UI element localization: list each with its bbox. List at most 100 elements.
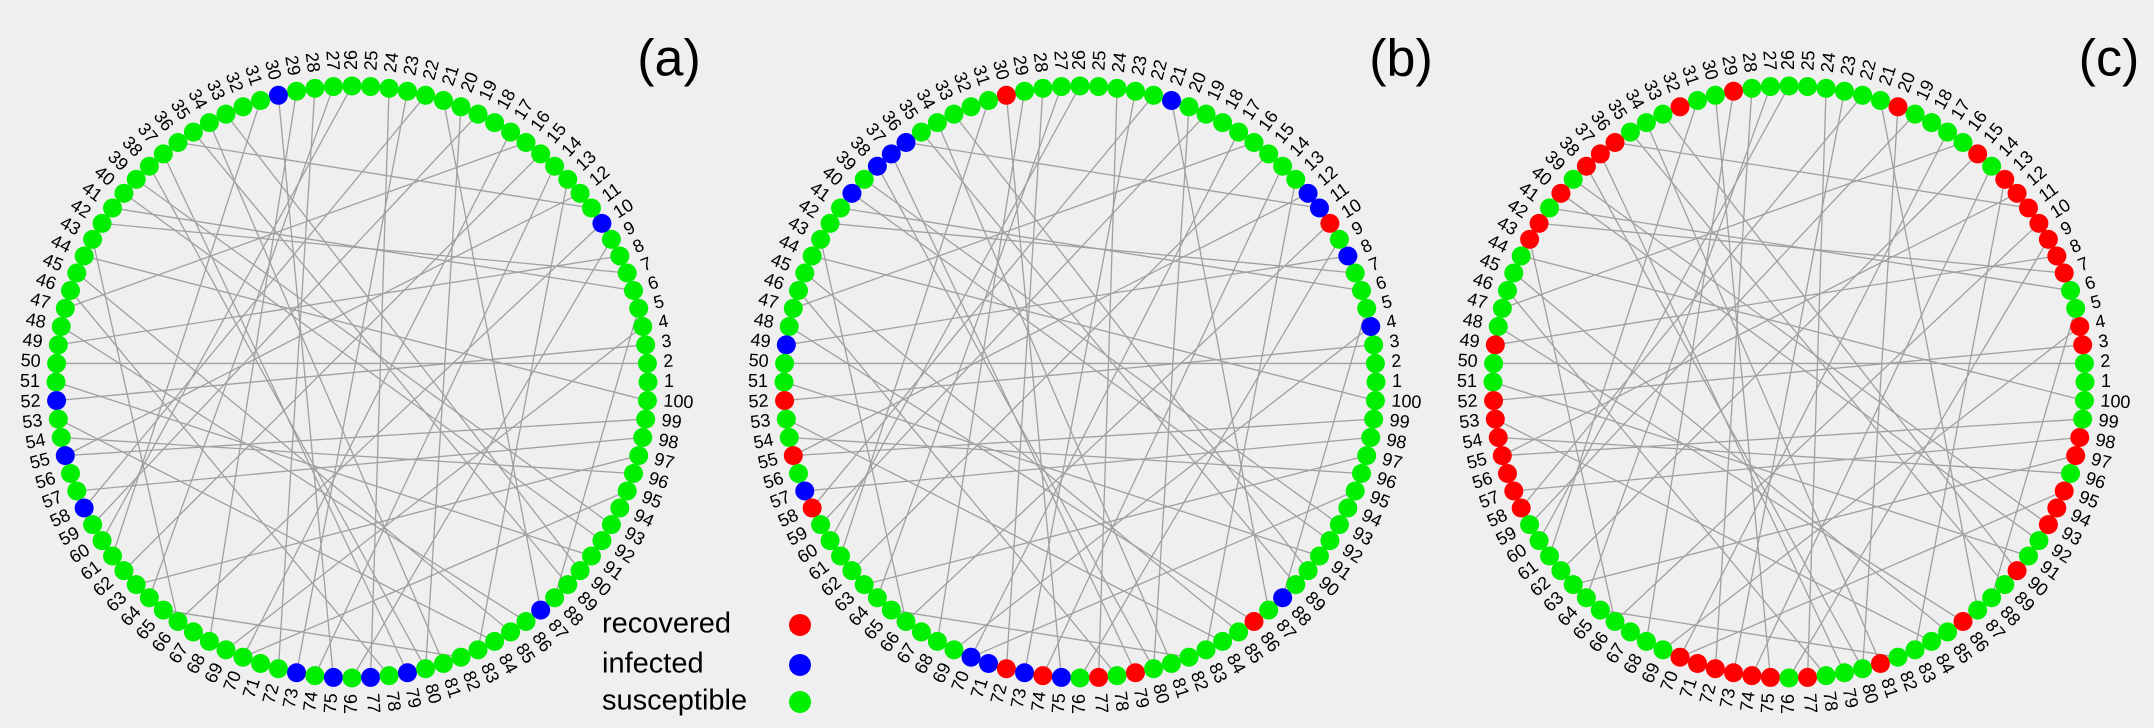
edge <box>83 94 427 509</box>
node-label: 8 <box>2067 235 2085 257</box>
node <box>361 667 381 687</box>
node <box>501 122 521 142</box>
node <box>1229 622 1249 642</box>
node-label: 79 <box>1130 686 1153 709</box>
node-label: 80 <box>1858 681 1882 705</box>
edge <box>442 100 542 611</box>
node-label: 53 <box>21 410 43 432</box>
node-label: 98 <box>2094 429 2117 452</box>
node-label: 100 <box>663 390 694 412</box>
edge <box>1548 100 1699 557</box>
node-label: 22 <box>1856 58 1880 82</box>
edge <box>804 436 1371 492</box>
node-label: 27 <box>1759 50 1780 71</box>
node <box>268 659 288 679</box>
node <box>323 667 343 687</box>
node-label: 75 <box>320 693 341 714</box>
edge <box>1614 141 2029 209</box>
edge <box>162 153 409 674</box>
node <box>1229 122 1249 142</box>
node <box>1576 588 1596 608</box>
node-label: 8 <box>1358 235 1376 257</box>
edge <box>786 418 1223 642</box>
node <box>51 317 71 337</box>
network-panel: 1234567891011121314151617181920212223242… <box>1457 50 2131 714</box>
edge <box>1502 192 2018 457</box>
node-label: 29 <box>1009 54 1032 77</box>
node <box>48 409 68 429</box>
node <box>1620 122 1640 142</box>
node-label: 78 <box>1110 690 1132 712</box>
node <box>1870 654 1890 674</box>
node <box>570 183 590 203</box>
node <box>468 640 488 660</box>
edge <box>970 490 1356 658</box>
node <box>1033 78 1053 98</box>
node <box>216 640 236 660</box>
node-label: 8 <box>630 235 648 257</box>
node <box>788 281 808 301</box>
node-label: 1 <box>1392 371 1402 391</box>
node <box>944 104 964 124</box>
edge <box>1205 179 1297 650</box>
node-label: 47 <box>756 289 780 313</box>
node <box>1364 409 1384 429</box>
legend-label: recovered <box>602 608 731 640</box>
edge <box>905 141 1320 209</box>
edge <box>1520 94 1864 509</box>
node <box>1329 515 1349 535</box>
node-label: 1 <box>664 371 674 391</box>
node <box>416 85 436 105</box>
edge <box>1528 239 1616 622</box>
node <box>2038 229 2058 249</box>
edge <box>1914 179 2006 650</box>
node <box>979 654 999 674</box>
node-label: 7 <box>1366 253 1383 275</box>
node <box>820 531 840 551</box>
node <box>558 169 578 189</box>
node-label: 99 <box>2097 410 2119 432</box>
node-label: 99 <box>1388 410 1410 432</box>
node <box>1968 144 1988 164</box>
node <box>361 77 381 97</box>
node <box>126 169 146 189</box>
node <box>47 353 67 373</box>
node <box>501 622 521 642</box>
node-label: 5 <box>651 291 666 313</box>
node <box>485 113 505 133</box>
node <box>570 561 590 581</box>
edge <box>369 88 390 678</box>
node <box>1309 198 1329 218</box>
node <box>610 498 630 518</box>
node <box>1529 213 1549 233</box>
edge <box>1495 255 2057 346</box>
node-label: 6 <box>2082 272 2098 294</box>
node <box>92 531 112 551</box>
node <box>867 156 887 176</box>
node <box>842 561 862 581</box>
node <box>2070 317 2090 337</box>
node-label: 79 <box>402 686 425 709</box>
node <box>379 78 399 98</box>
node <box>1620 622 1640 642</box>
node <box>1244 611 1264 631</box>
node <box>1938 122 1958 142</box>
edge <box>797 290 1118 677</box>
node <box>1352 281 1372 301</box>
edge <box>1023 91 1137 673</box>
node-label: 7 <box>2075 253 2092 275</box>
node-label: 3 <box>660 330 672 351</box>
node <box>1922 113 1942 133</box>
node <box>1125 663 1145 683</box>
node-label: 55 <box>1465 449 1489 473</box>
node <box>397 663 417 683</box>
node <box>83 229 103 249</box>
node <box>1636 113 1656 133</box>
node <box>783 446 803 466</box>
node <box>1485 409 1505 429</box>
node <box>629 446 649 466</box>
node <box>1590 144 1610 164</box>
node <box>468 104 488 124</box>
node-label: 74 <box>299 690 321 712</box>
